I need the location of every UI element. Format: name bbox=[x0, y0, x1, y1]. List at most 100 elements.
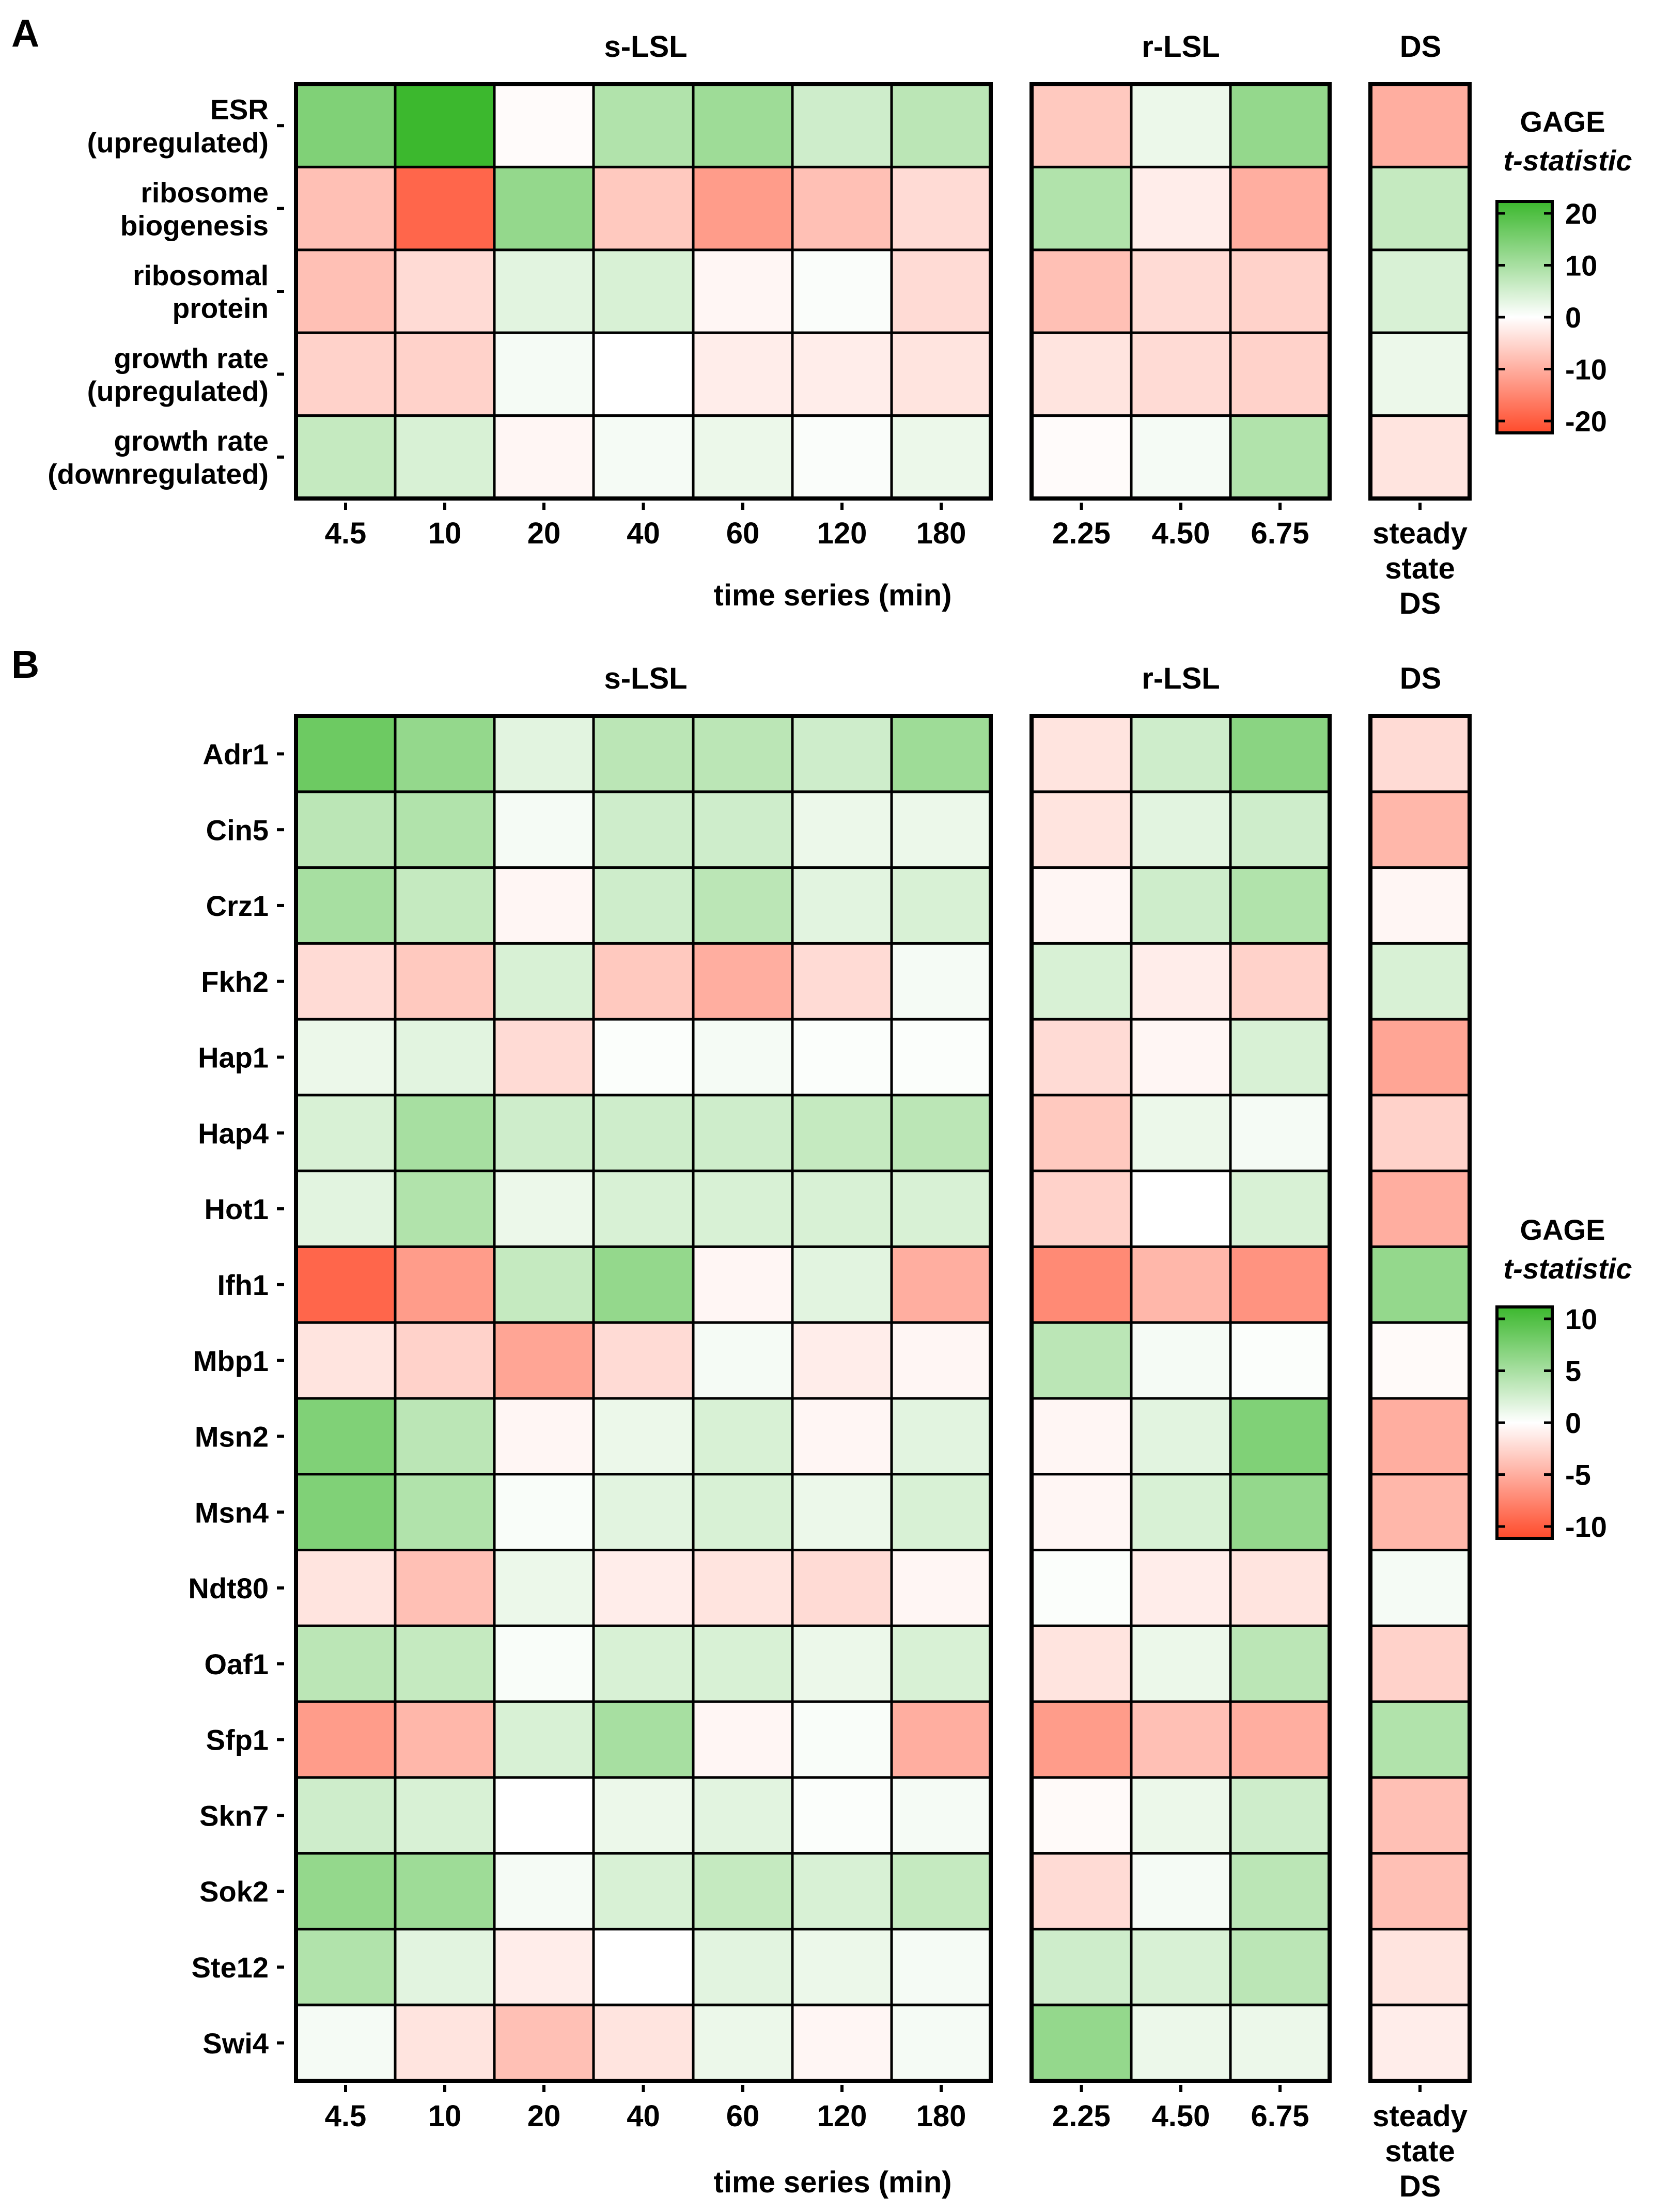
column-label-s-lsl-120: 120 bbox=[817, 2099, 867, 2133]
heatmap-cell-ribosomal-protein-r-lsl-4-50 bbox=[1130, 248, 1232, 334]
heatmap-cell-msn4-s-lsl-20 bbox=[493, 1473, 595, 1552]
heatmap-cell-sok2-s-lsl-40 bbox=[592, 1852, 695, 1930]
row-label-swi4: Swi4 bbox=[202, 2027, 269, 2060]
heatmap-cell-oaf1-s-lsl-10 bbox=[394, 1624, 496, 1703]
heatmap-cell-skn7-s-lsl-20 bbox=[493, 1776, 595, 1855]
heatmap-cell-crz1-s-lsl-10 bbox=[394, 866, 496, 945]
heatmap-cell-oaf1-s-lsl-40 bbox=[592, 1624, 695, 1703]
heatmap-cell-ndt80-r-lsl-4-50 bbox=[1130, 1549, 1232, 1627]
column-label-ds-steady: steady state DS bbox=[1372, 2099, 1468, 2203]
panel-a-legend-colorbar bbox=[1495, 200, 1554, 434]
heatmap-cell-msn4-s-lsl-180 bbox=[890, 1473, 992, 1552]
panel-a-label: A bbox=[11, 11, 39, 55]
heatmap-cell-ifh1-s-lsl-10 bbox=[394, 1245, 496, 1324]
heatmap-cell-sok2-s-lsl-60 bbox=[692, 1852, 794, 1930]
heatmap-cell-msn2-s-lsl-120 bbox=[791, 1397, 893, 1476]
heatmap-cell-ste12-ds-steady bbox=[1369, 1927, 1471, 2006]
heatmap-cell-hap1-s-lsl-120 bbox=[791, 1018, 893, 1097]
heatmap-cell-msn2-s-lsl-180 bbox=[890, 1397, 992, 1476]
heatmap-cell-swi4-r-lsl-6-75 bbox=[1229, 2003, 1331, 2082]
heatmap-cell-skn7-ds-steady bbox=[1369, 1776, 1471, 1855]
column-label-s-lsl-180: 180 bbox=[916, 517, 966, 550]
row-label-ribosomal-protein: ribosomal protein bbox=[133, 259, 269, 324]
panel-b-group-label-r-lsl: r-LSL bbox=[1142, 662, 1220, 695]
heatmap-cell-fkh2-r-lsl-4-50 bbox=[1130, 942, 1232, 1021]
heatmap-cell-ifh1-s-lsl-180 bbox=[890, 1245, 992, 1324]
heatmap-cell-msn4-ds-steady bbox=[1369, 1473, 1471, 1552]
heatmap-cell-ribosomal-protein-ds-steady bbox=[1369, 248, 1471, 334]
panel-b-heatmap: Adr1 Cin5 Crz1 Fkh2 Hap1 Hap4 Hot1 Ifh1 Mbp1 Msn2… bbox=[188, 714, 1472, 2203]
heatmap-cell-mbp1-s-lsl-4-5 bbox=[294, 1321, 397, 1400]
heatmap-cell-crz1-s-lsl-20 bbox=[493, 866, 595, 945]
heatmap-cell-crz1-r-lsl-6-75 bbox=[1229, 866, 1331, 945]
heatmap-cell-esr-upregulated-s-lsl-20 bbox=[493, 83, 595, 168]
heatmap-cell-ifh1-s-lsl-4-5 bbox=[294, 1245, 397, 1324]
heatmap-cell-msn4-s-lsl-4-5 bbox=[294, 1473, 397, 1552]
heatmap-cell-ifh1-s-lsl-120 bbox=[791, 1245, 893, 1324]
heatmap-cell-hap1-s-lsl-10 bbox=[394, 1018, 496, 1097]
column-label-s-lsl-180: 180 bbox=[916, 2099, 966, 2133]
heatmap-cell-ndt80-ds-steady bbox=[1369, 1549, 1471, 1627]
heatmap-cell-sfp1-s-lsl-4-5 bbox=[294, 1700, 397, 1779]
heatmap-cell-growth-rate-upregulated-r-lsl-2-25 bbox=[1030, 331, 1133, 417]
heatmap-cell-ifh1-r-lsl-2-25 bbox=[1030, 1245, 1133, 1324]
heatmap-cell-swi4-r-lsl-4-50 bbox=[1130, 2003, 1232, 2082]
heatmap-cell-ste12-r-lsl-6-75 bbox=[1229, 1927, 1331, 2006]
heatmap-cell-ribosomal-protein-s-lsl-4-5 bbox=[294, 248, 397, 334]
heatmap-cell-fkh2-r-lsl-6-75 bbox=[1229, 942, 1331, 1021]
heatmap-cell-cin5-r-lsl-2-25 bbox=[1030, 790, 1133, 869]
heatmap-cell-sfp1-s-lsl-180 bbox=[890, 1700, 992, 1779]
heatmap-cell-sok2-r-lsl-6-75 bbox=[1229, 1852, 1331, 1930]
heatmap-cell-adr1-s-lsl-20 bbox=[493, 714, 595, 793]
column-label-r-lsl-2-25: 2.25 bbox=[1052, 2099, 1111, 2133]
heatmap-cell-swi4-s-lsl-4-5 bbox=[294, 2003, 397, 2082]
column-label-s-lsl-40: 40 bbox=[627, 517, 660, 550]
heatmap-cell-sok2-s-lsl-20 bbox=[493, 1852, 595, 1930]
heatmap-cell-ribosomal-protein-r-lsl-6-75 bbox=[1229, 248, 1331, 334]
column-label-r-lsl-4-50: 4.50 bbox=[1152, 517, 1210, 550]
heatmap-cell-skn7-s-lsl-60 bbox=[692, 1776, 794, 1855]
heatmap-cell-hot1-s-lsl-20 bbox=[493, 1170, 595, 1248]
heatmap-cell-hot1-s-lsl-10 bbox=[394, 1170, 496, 1248]
column-label-r-lsl-2-25: 2.25 bbox=[1052, 517, 1111, 550]
heatmap-cell-esr-upregulated-ds-steady bbox=[1369, 83, 1471, 168]
heatmap-cell-msn2-r-lsl-4-50 bbox=[1130, 1397, 1232, 1476]
heatmap-cell-hap1-s-lsl-4-5 bbox=[294, 1018, 397, 1097]
heatmap-cell-esr-upregulated-r-lsl-4-50 bbox=[1130, 83, 1232, 168]
heatmap-cell-swi4-s-lsl-60 bbox=[692, 2003, 794, 2082]
row-label-crz1: Crz1 bbox=[206, 890, 269, 922]
heatmap-group-outline-s-lsl bbox=[294, 82, 993, 501]
heatmap-cell-ribosome-biogenesis-s-lsl-60 bbox=[692, 165, 794, 252]
row-label-hap4: Hap4 bbox=[198, 1117, 269, 1149]
heatmap-cell-ribosome-biogenesis-s-lsl-120 bbox=[791, 165, 893, 252]
heatmap-cell-sfp1-s-lsl-40 bbox=[592, 1700, 695, 1779]
panel-a-heatmap: ESR (upregulated) ribosome biogenesis riboso… bbox=[48, 82, 1472, 620]
column-label-s-lsl-10: 10 bbox=[428, 2099, 462, 2133]
heatmap-cell-esr-upregulated-r-lsl-2-25 bbox=[1030, 83, 1133, 168]
heatmap-cell-hot1-s-lsl-60 bbox=[692, 1170, 794, 1248]
column-label-s-lsl-20: 20 bbox=[527, 2099, 561, 2133]
heatmap-cell-hot1-s-lsl-4-5 bbox=[294, 1170, 397, 1248]
heatmap-cell-ribosome-biogenesis-ds-steady bbox=[1369, 165, 1471, 252]
legend-tick-label-10: -10 bbox=[1565, 353, 1607, 386]
heatmap-cell-growth-rate-downregulated-s-lsl-20 bbox=[493, 414, 595, 500]
row-label-cin5: Cin5 bbox=[206, 814, 269, 846]
heatmap-cell-crz1-s-lsl-60 bbox=[692, 866, 794, 945]
heatmap-cell-ste12-s-lsl-60 bbox=[692, 1927, 794, 2006]
column-label-s-lsl-4-5: 4.5 bbox=[325, 2099, 367, 2133]
heatmap-cell-ribosome-biogenesis-s-lsl-10 bbox=[394, 165, 496, 252]
heatmap-group-outline-ds bbox=[1368, 82, 1472, 501]
heatmap-cell-fkh2-s-lsl-180 bbox=[890, 942, 992, 1021]
heatmap-cell-mbp1-s-lsl-40 bbox=[592, 1321, 695, 1400]
heatmap-cell-ribosomal-protein-r-lsl-2-25 bbox=[1030, 248, 1133, 334]
heatmap-cell-ifh1-s-lsl-40 bbox=[592, 1245, 695, 1324]
heatmap-cell-growth-rate-downregulated-ds-steady bbox=[1369, 414, 1471, 500]
heatmap-cell-crz1-s-lsl-40 bbox=[592, 866, 695, 945]
heatmap-cell-cin5-r-lsl-6-75 bbox=[1229, 790, 1331, 869]
heatmap-cell-hap4-s-lsl-120 bbox=[791, 1094, 893, 1173]
heatmap-cell-ribosome-biogenesis-r-lsl-4-50 bbox=[1130, 165, 1232, 252]
heatmap-cell-growth-rate-downregulated-s-lsl-120 bbox=[791, 414, 893, 500]
panel-b-group-label-s-lsl: s-LSL bbox=[604, 662, 687, 695]
heatmap-cell-growth-rate-upregulated-ds-steady bbox=[1369, 331, 1471, 417]
panel-a-group-label-ds: DS bbox=[1400, 30, 1442, 64]
